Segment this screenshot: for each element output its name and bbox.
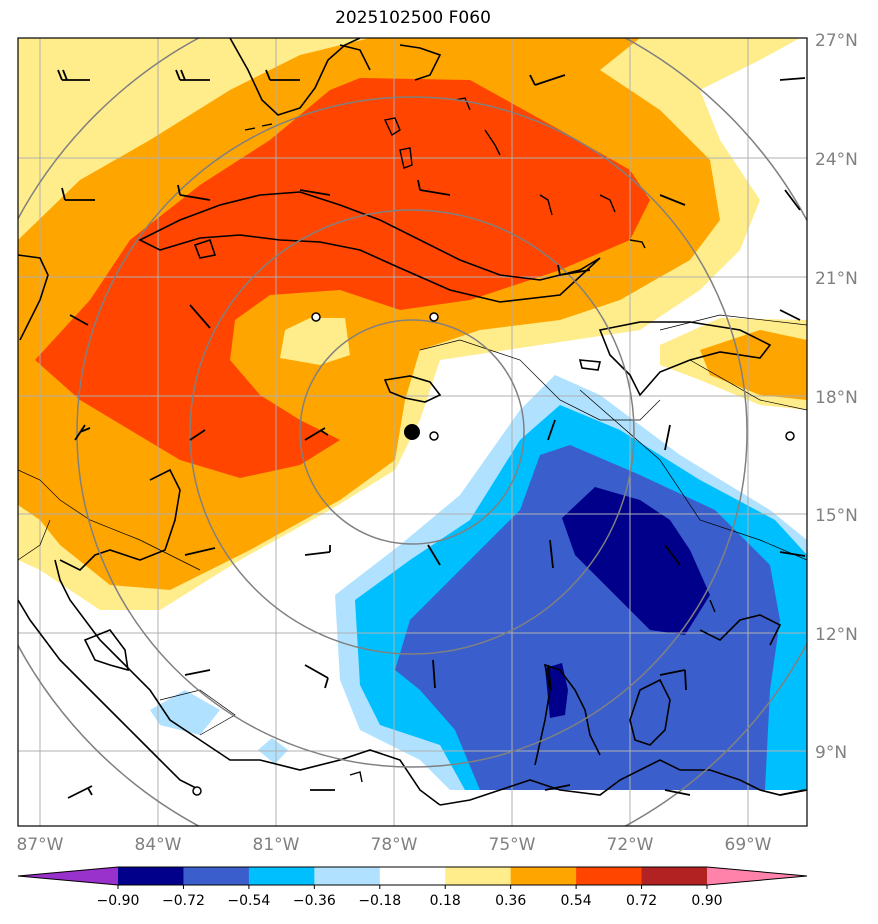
colorbar-tick-label: −0.36 <box>293 893 336 909</box>
wind-barb <box>304 427 329 441</box>
lon-axis: 87°W 84°W 81°W 78°W 75°W 72°W 69°W <box>17 835 772 855</box>
colorbar-tick-label: −0.72 <box>162 893 205 909</box>
wind-barb <box>304 545 331 556</box>
map-title: 2025102500 F060 <box>335 8 491 28</box>
colorbar-tick-label: −0.90 <box>97 893 140 909</box>
map-frame <box>17 37 808 827</box>
wind-barb <box>265 69 300 81</box>
colorbar-segment <box>576 867 643 885</box>
storm-center-marker <box>404 424 420 440</box>
lon-label: 81°W <box>253 835 300 855</box>
wind-barb <box>184 669 211 676</box>
station-markers <box>192 312 795 796</box>
wind-barb <box>177 184 211 201</box>
map-plot-area <box>18 38 807 826</box>
anomaly-fill-neg-max-small <box>545 663 568 718</box>
colorbar-tick-label: −0.18 <box>358 893 401 909</box>
lon-label: 87°W <box>17 835 64 855</box>
anomaly-fill-neg-max <box>562 487 710 635</box>
wind-barb <box>432 659 436 689</box>
station-marker <box>429 312 439 322</box>
wind-barb <box>779 309 801 321</box>
wind-barb <box>659 669 687 691</box>
range-rings <box>18 38 807 826</box>
colorbar-tick-label: −0.54 <box>227 893 270 909</box>
wind-barb <box>427 544 441 566</box>
colorbar-segment <box>379 867 446 885</box>
colorbar-segment <box>183 867 250 885</box>
station-marker <box>785 431 795 441</box>
wind-barb <box>189 304 211 329</box>
wind-barb <box>547 664 552 691</box>
wind-barb <box>175 69 210 81</box>
anomaly-fill-neg-strong <box>395 445 780 790</box>
lat-label: 9°N <box>815 743 847 763</box>
wind-barb <box>304 664 329 689</box>
lat-label: 27°N <box>815 31 858 51</box>
colorbar-segment <box>641 867 708 885</box>
station-marker <box>311 312 321 322</box>
colorbar-segment <box>510 867 577 885</box>
colorbar-tick-label: 0.90 <box>691 893 722 909</box>
wind-barb <box>544 784 571 791</box>
wind-barb <box>547 419 556 441</box>
colorbar-segment <box>314 867 381 885</box>
wind-barb <box>67 785 93 799</box>
colorbar-segment <box>118 867 184 885</box>
wind-barb <box>529 74 566 86</box>
wind-barb <box>74 424 91 441</box>
colorbar-tick-label: 0.54 <box>561 893 592 909</box>
wind-barb <box>784 189 801 211</box>
lat-label: 21°N <box>815 269 858 289</box>
wind-barb <box>557 264 591 276</box>
lon-label: 84°W <box>135 835 182 855</box>
wind-barb <box>664 544 681 566</box>
wind-barb <box>299 189 331 196</box>
lon-label: 78°W <box>371 835 418 855</box>
lat-axis: 27°N 24°N 21°N 18°N 15°N 12°N 9°N <box>815 31 858 763</box>
lat-label: 18°N <box>815 388 858 408</box>
anomaly-fill-pos-mid-east <box>700 330 807 400</box>
wind-barb <box>57 69 90 81</box>
colorbar-segment <box>445 867 512 885</box>
graticule <box>18 38 807 826</box>
wind-barbs <box>57 69 806 799</box>
lon-label: 72°W <box>607 835 654 855</box>
colorbar-segment <box>248 867 315 885</box>
colorbar: −0.90 −0.72 −0.54 −0.36 −0.18 0.18 0.36 0.54 0.7… <box>17 866 808 909</box>
wind-barb <box>184 547 216 556</box>
wind-barb <box>659 194 686 206</box>
wind-barb <box>61 187 95 201</box>
anomaly-fill-neg-light-west <box>150 690 220 735</box>
colorbar-extend-min <box>18 867 118 885</box>
wind-barb <box>69 314 89 326</box>
colorbar-tick-label: 0.18 <box>430 893 461 909</box>
islands <box>244 97 716 783</box>
station-marker <box>429 431 439 441</box>
colorbar-extend-max <box>707 867 807 885</box>
boundaries <box>18 314 807 736</box>
lat-label: 15°N <box>815 506 858 526</box>
lon-label: 69°W <box>725 835 772 855</box>
wind-barb <box>779 77 806 81</box>
coastlines <box>18 38 807 806</box>
colorbar-tick-label: 0.36 <box>495 893 526 909</box>
colorbar-tick-label: 0.72 <box>626 893 657 909</box>
anomaly-fill-pos-strong <box>35 78 650 478</box>
wind-barb <box>189 429 206 441</box>
lon-label: 75°W <box>489 835 536 855</box>
wind-barb <box>664 424 671 451</box>
wind-barb <box>779 551 806 557</box>
wind-barb <box>417 179 451 196</box>
lat-label: 12°N <box>815 625 858 645</box>
station-marker <box>192 786 202 796</box>
wind-barb <box>549 539 554 569</box>
lat-label: 24°N <box>815 150 858 170</box>
wind-barb <box>779 789 806 796</box>
wind-barb <box>664 789 691 796</box>
